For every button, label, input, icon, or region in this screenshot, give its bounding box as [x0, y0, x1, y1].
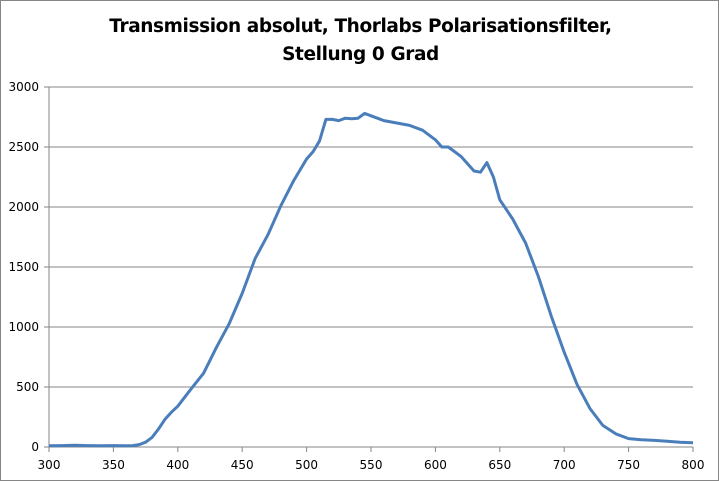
- chart-title-line-1: Transmission absolut, Thorlabs Polarisat…: [109, 16, 612, 37]
- x-tick-label: 350: [102, 458, 125, 472]
- y-tick-label: 2500: [8, 140, 39, 154]
- y-tick-label: 1500: [8, 260, 39, 274]
- x-tick-label: 650: [488, 458, 511, 472]
- x-tick-label: 700: [553, 458, 576, 472]
- chart-title: Transmission absolut, Thorlabs Polarisat…: [1, 13, 718, 69]
- x-tick-label: 750: [617, 458, 640, 472]
- x-tick-label: 400: [166, 458, 189, 472]
- series-line: [48, 111, 694, 448]
- x-tick-label: 500: [295, 458, 318, 472]
- chart-title-line-2: Stellung 0 Grad: [282, 44, 439, 65]
- x-tick-label: 300: [38, 458, 61, 472]
- y-tick-label: 1000: [8, 320, 39, 334]
- y-tick-label: 0: [31, 440, 39, 454]
- y-tick-label: 2000: [8, 200, 39, 214]
- x-tick-label: 450: [231, 458, 254, 472]
- x-tick-label: 550: [360, 458, 383, 472]
- x-tick-label: 600: [424, 458, 447, 472]
- x-tick-label: 800: [682, 458, 705, 472]
- y-tick-label: 3000: [8, 80, 39, 94]
- y-tick-label: 500: [16, 380, 39, 394]
